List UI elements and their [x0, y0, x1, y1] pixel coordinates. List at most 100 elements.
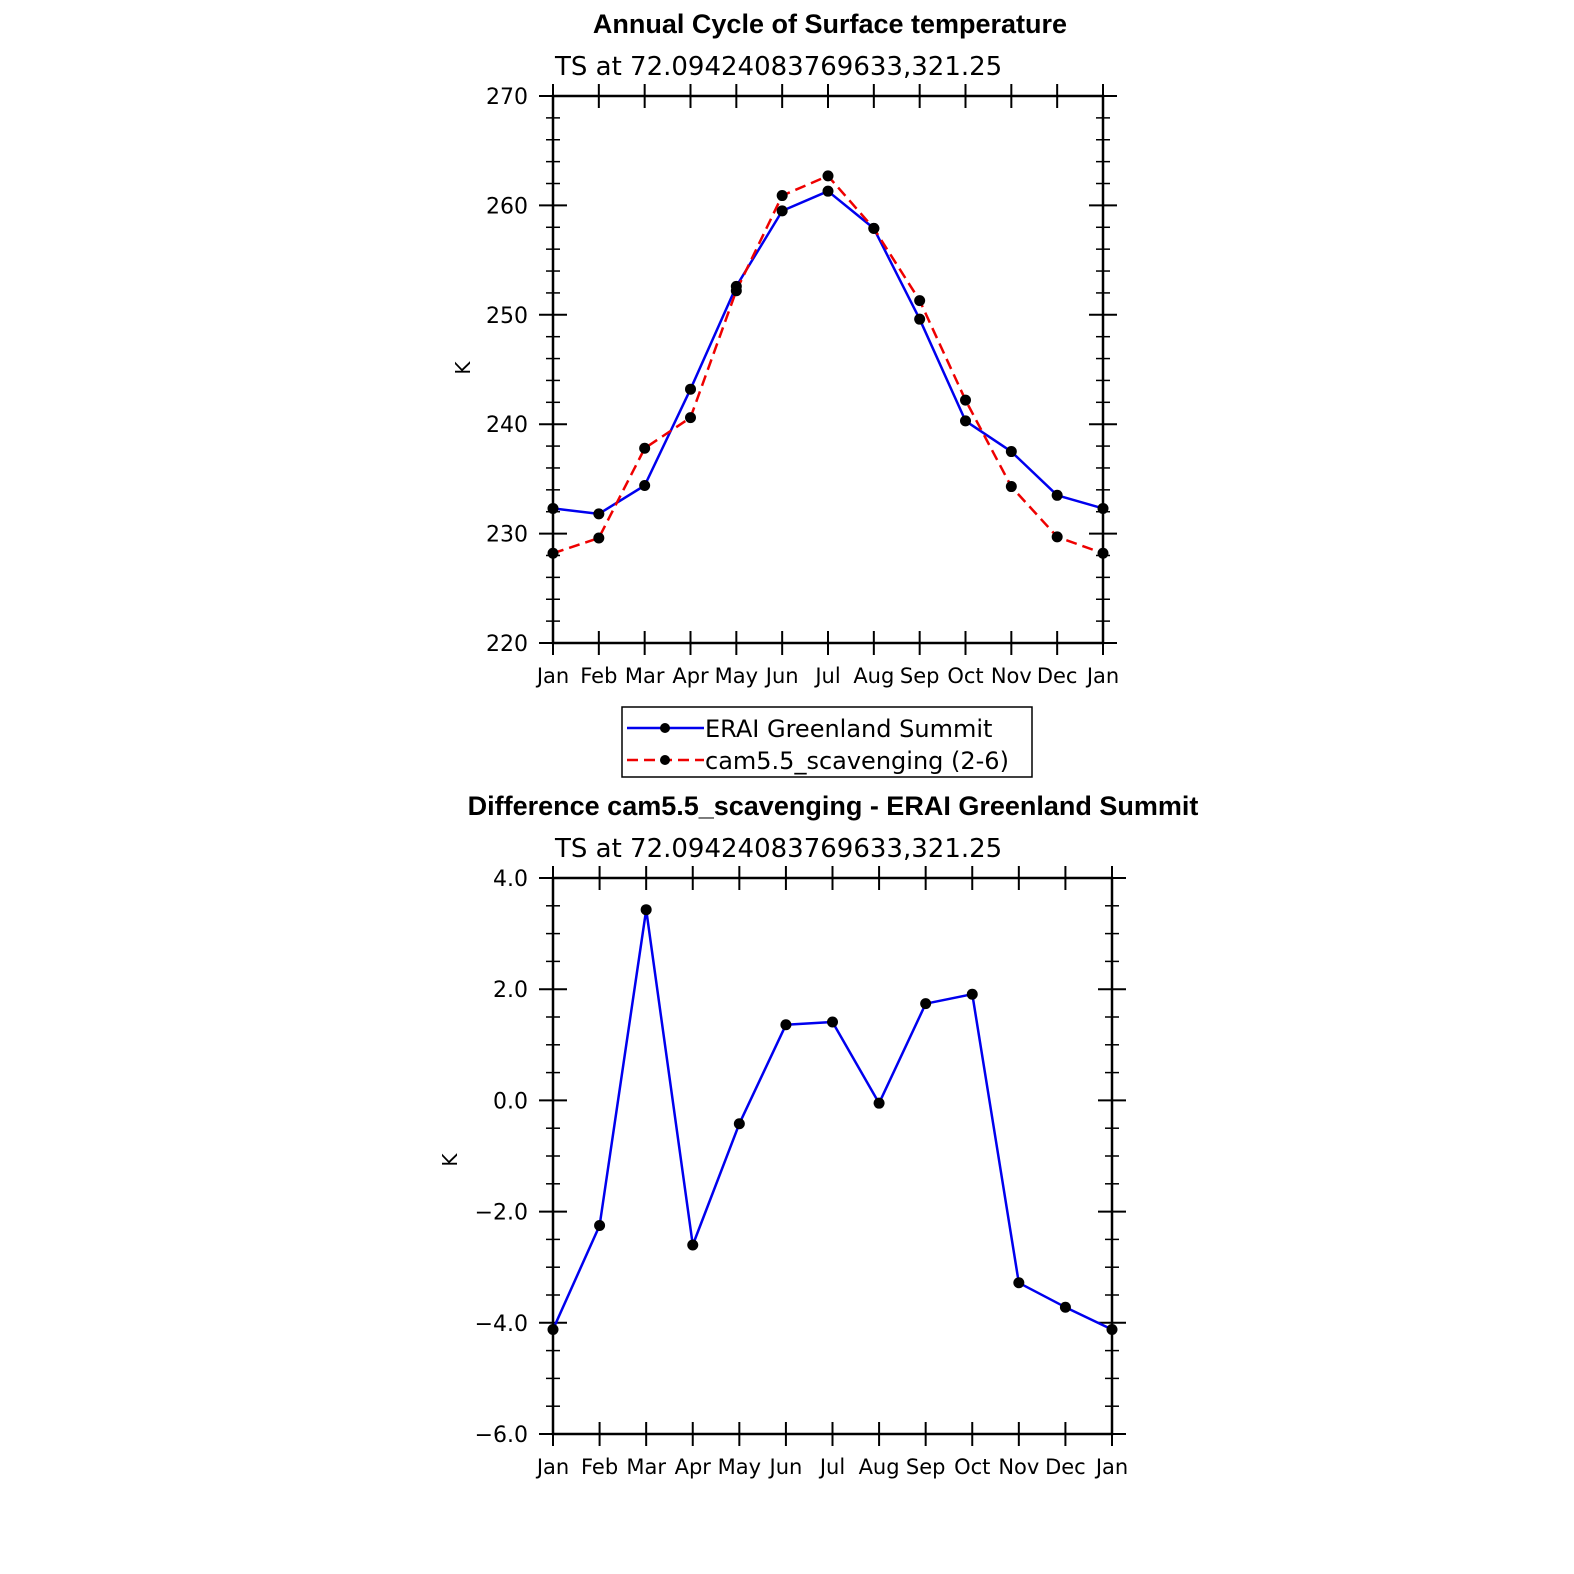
series-1-point — [1051, 531, 1063, 543]
x-tick-label: Nov — [998, 1455, 1039, 1479]
series-1-point — [868, 222, 880, 234]
series-0-point — [639, 479, 651, 491]
x-tick-label: Jun — [764, 664, 799, 688]
series-line-0 — [551, 908, 1113, 1331]
x-tick-label: Jan — [1085, 664, 1119, 688]
chart1-y-axis-label: K — [451, 361, 475, 375]
series-0-point — [733, 1118, 745, 1130]
series-0-point — [873, 1097, 885, 1109]
x-tick-label: Jul — [813, 664, 840, 688]
legend-marker-cam — [660, 755, 670, 765]
series-1-point — [776, 190, 788, 202]
x-tick-label: Feb — [580, 664, 617, 688]
series-1-point — [593, 532, 605, 544]
series-0-point — [960, 415, 971, 427]
series-1-point — [914, 295, 926, 307]
y-tick-label: 260 — [486, 194, 528, 219]
legend-label-cam: cam5.5_scavenging (2-6) — [705, 747, 1009, 775]
chart1-y-tick-labels: 220 230 240 250 260 270 — [486, 85, 528, 657]
series-0-point — [1051, 489, 1063, 501]
difference-chart: Difference cam5.5_scavenging - ERAI Gree… — [438, 791, 1198, 1479]
x-tick-label: Sep — [906, 1455, 946, 1479]
plot-frame — [551, 876, 1114, 1436]
annual-cycle-chart: Annual Cycle of Surface temperature TS a… — [451, 9, 1119, 688]
series-1-point — [1005, 481, 1017, 493]
x-tick-label: Apr — [672, 664, 709, 688]
series-0-point — [547, 502, 559, 514]
series-0-point — [547, 1323, 559, 1335]
x-tick-label: Mar — [626, 1455, 666, 1479]
x-tick-label: Apr — [675, 1455, 712, 1479]
x-tick-label: Jul — [818, 1455, 845, 1479]
series-0-point — [1106, 1323, 1118, 1335]
y-tick-label: 270 — [486, 85, 528, 110]
y-tick-label: −4.0 — [475, 1312, 528, 1337]
x-tick-label: Jun — [768, 1455, 803, 1479]
x-tick-label: Dec — [1045, 1455, 1086, 1479]
series-0-point — [776, 205, 788, 217]
series-1-point — [960, 394, 971, 406]
x-tick-label: Dec — [1037, 664, 1078, 688]
chart1-axes — [539, 84, 1117, 655]
series-0-point — [593, 508, 605, 520]
x-tick-label: Feb — [581, 1455, 618, 1479]
chart1-subtitle: TS at 72.09424083769633,321.25 — [554, 52, 1002, 82]
chart1-series — [547, 170, 1109, 559]
y-tick-label: 2.0 — [493, 978, 528, 1003]
series-0-point — [685, 383, 696, 395]
y-tick-label: 4.0 — [493, 867, 528, 892]
y-tick-label: −2.0 — [475, 1201, 528, 1226]
series-0-point — [827, 1016, 838, 1028]
series-0-point — [966, 988, 978, 1000]
series-1-point — [685, 412, 696, 424]
x-tick-label: Aug — [853, 664, 894, 688]
series-1-point — [1097, 547, 1109, 559]
y-tick-label: −6.0 — [475, 1423, 528, 1448]
chart2-x-tick-labels: Jan Feb Mar Apr May Jun Jul Aug Sep Oct Nov Dec Jan — [535, 1455, 1128, 1479]
x-tick-label: Jan — [535, 664, 569, 688]
chart2-title: Difference cam5.5_scavenging - ERAI Gree… — [468, 791, 1199, 821]
x-tick-label: Oct — [954, 1455, 990, 1479]
series-0-point — [822, 185, 834, 197]
y-tick-label: 230 — [486, 523, 528, 548]
chart1-x-tick-labels: Jan Feb Mar Apr May Jun Jul Aug Sep Oct Nov Dec Jan — [535, 664, 1119, 688]
x-tick-label: Jan — [1094, 1455, 1128, 1479]
series-0-point — [1059, 1301, 1071, 1313]
legend-label-erai: ERAI Greenland Summit — [705, 715, 992, 743]
series-1-point — [730, 285, 742, 297]
x-tick-label: May — [718, 1455, 761, 1479]
series-1-point — [547, 547, 559, 559]
y-tick-label: 240 — [486, 413, 528, 438]
legend-box — [621, 706, 1033, 778]
x-tick-label: Sep — [900, 664, 940, 688]
x-tick-label: Jan — [535, 1455, 569, 1479]
x-tick-label: Mar — [625, 664, 665, 688]
series-0-point — [1005, 446, 1017, 458]
chart2-y-axis-label: K — [438, 1153, 462, 1167]
legend-marker-erai — [660, 723, 670, 733]
x-tick-label: Aug — [859, 1455, 900, 1479]
series-0-point — [920, 998, 932, 1010]
legend: ERAI Greenland Summit cam5.5_scavenging … — [621, 706, 1033, 778]
x-tick-label: Nov — [991, 664, 1032, 688]
series-1-point — [822, 170, 834, 182]
x-tick-label: May — [715, 664, 758, 688]
chart2-axes — [539, 866, 1126, 1446]
series-0-point — [780, 1019, 792, 1031]
series-0-point — [594, 1220, 606, 1231]
series-1-point — [639, 442, 651, 454]
x-tick-label: Oct — [947, 664, 983, 688]
chart1-title: Annual Cycle of Surface temperature — [593, 9, 1067, 39]
series-0-point — [914, 313, 926, 325]
y-tick-label: 220 — [486, 632, 528, 657]
series-0-point — [640, 904, 652, 916]
series-0-point — [1097, 502, 1109, 514]
series-line-1 — [552, 174, 1104, 555]
chart2-subtitle: TS at 72.09424083769633,321.25 — [554, 834, 1002, 864]
chart2-series — [547, 904, 1118, 1335]
series-0-point — [687, 1239, 699, 1251]
y-tick-label: 250 — [486, 304, 528, 329]
y-tick-label: 0.0 — [493, 1089, 528, 1114]
series-0-point — [1013, 1277, 1025, 1289]
